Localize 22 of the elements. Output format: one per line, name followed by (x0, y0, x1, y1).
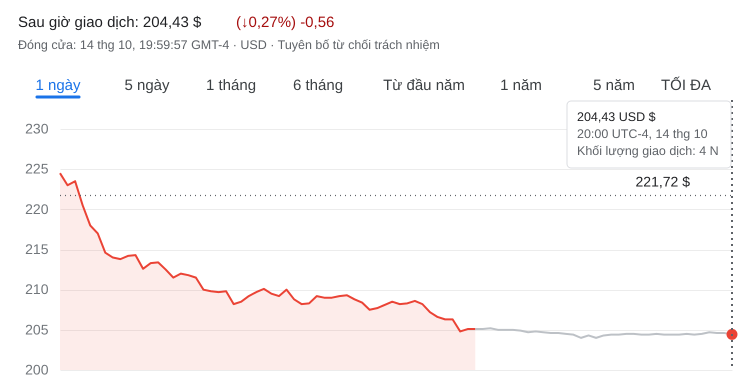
text: 5 năm (593, 77, 635, 94)
chart-title: Sau giờ giao dịch: 204,43 $ (18, 14, 202, 31)
ref-line-label: 221,72 $ (636, 174, 690, 190)
text: 1 tháng (206, 77, 256, 94)
text: Từ đầu năm (383, 77, 465, 94)
text: 1 năm (500, 77, 542, 94)
y-tick-label: 230 (25, 120, 49, 136)
annotation: 20:00 UTC-4, 14 thg 10 (577, 127, 708, 141)
y-tick-label: 220 (25, 200, 49, 217)
text: 6 tháng (292, 77, 344, 94)
text: 204,43 USD $ (577, 110, 656, 124)
y-tick-label: 225 (25, 160, 49, 177)
chart-subtitle: Đóng cửa: 14 thg 10, 19:59:57 GMT-4 · USD · Tuyên bố từ chối trách nhiệm (18, 38, 440, 52)
y-tick-label: 210 (25, 281, 49, 298)
text: 5 ngày (124, 77, 170, 94)
y-tick-label: 215 (25, 241, 49, 257)
text: 1 ngày (35, 77, 82, 94)
annotation: Khối lượng giao dịch: 4 N (577, 144, 719, 158)
text: TỐI ĐA (660, 76, 712, 94)
text: (↓0,27%) -0,56 (236, 14, 334, 31)
y-tick-label: 205 (25, 321, 49, 338)
y-tick-label: 200 (25, 362, 49, 375)
